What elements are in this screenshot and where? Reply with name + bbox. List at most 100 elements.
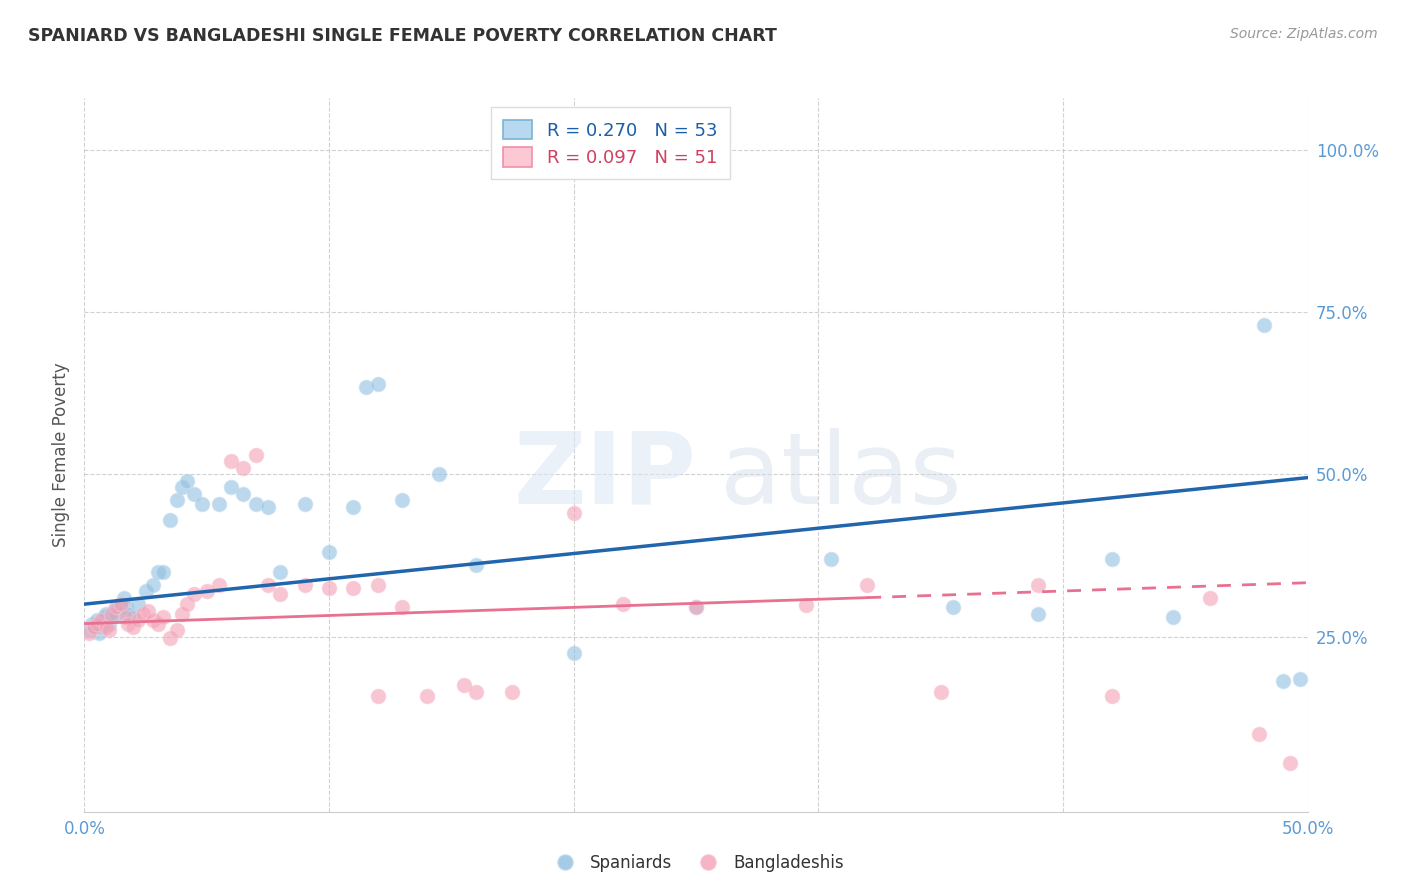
Point	[354, 380, 377, 394]
Point	[159, 513, 181, 527]
Point	[1247, 727, 1270, 741]
Point	[257, 577, 280, 591]
Point	[612, 597, 634, 611]
Point	[318, 581, 340, 595]
Point	[110, 597, 132, 611]
Text: Source: ZipAtlas.com: Source: ZipAtlas.com	[1230, 27, 1378, 41]
Point	[146, 616, 169, 631]
Point	[245, 448, 267, 462]
Point	[112, 591, 135, 605]
Point	[257, 500, 280, 514]
Point	[1028, 577, 1050, 591]
Point	[103, 604, 125, 618]
Point	[87, 626, 110, 640]
Point	[367, 690, 389, 704]
Point	[195, 584, 218, 599]
Point	[219, 454, 242, 468]
Point	[342, 500, 364, 514]
Point	[685, 600, 707, 615]
Point	[1279, 756, 1302, 770]
Point	[427, 467, 450, 482]
Point	[132, 607, 155, 621]
Point	[127, 613, 149, 627]
Point	[105, 607, 128, 621]
Point	[1289, 672, 1312, 686]
Point	[208, 497, 231, 511]
Point	[176, 597, 198, 611]
Point	[135, 584, 157, 599]
Point	[183, 487, 205, 501]
Point	[929, 684, 952, 698]
Point	[117, 607, 139, 621]
Point	[1198, 591, 1220, 605]
Point	[117, 616, 139, 631]
Point	[100, 610, 122, 624]
Point	[1101, 690, 1123, 704]
Point	[464, 684, 486, 698]
Point	[115, 610, 138, 624]
Point	[453, 678, 475, 692]
Point	[294, 497, 316, 511]
Y-axis label: Single Female Poverty: Single Female Poverty	[52, 363, 70, 547]
Point	[83, 620, 105, 634]
Point	[685, 600, 707, 615]
Point	[77, 626, 100, 640]
Point	[820, 551, 842, 566]
Point	[152, 610, 174, 624]
Point	[232, 461, 254, 475]
Point	[122, 620, 145, 634]
Point	[501, 684, 523, 698]
Point	[127, 597, 149, 611]
Point	[269, 565, 291, 579]
Point	[219, 480, 242, 494]
Point	[269, 587, 291, 601]
Point	[856, 577, 879, 591]
Point	[318, 545, 340, 559]
Point	[146, 565, 169, 579]
Point	[1161, 610, 1184, 624]
Point	[107, 600, 129, 615]
Point	[342, 581, 364, 595]
Text: ZIP: ZIP	[513, 428, 696, 524]
Point	[142, 577, 165, 591]
Point	[391, 493, 413, 508]
Text: SPANIARD VS BANGLADESHI SINGLE FEMALE POVERTY CORRELATION CHART: SPANIARD VS BANGLADESHI SINGLE FEMALE PO…	[28, 27, 778, 45]
Point	[562, 646, 585, 660]
Point	[122, 610, 145, 624]
Text: atlas: atlas	[720, 428, 962, 524]
Point	[142, 613, 165, 627]
Point	[1101, 551, 1123, 566]
Point	[172, 607, 194, 621]
Point	[159, 631, 181, 645]
Point	[1272, 673, 1295, 688]
Point	[794, 599, 817, 613]
Point	[83, 620, 105, 634]
Point	[391, 600, 413, 615]
Point	[464, 558, 486, 573]
Point	[90, 613, 112, 627]
Point	[166, 623, 188, 637]
Point	[172, 480, 194, 494]
Point	[105, 600, 128, 615]
Point	[232, 487, 254, 501]
Point	[208, 577, 231, 591]
Point	[80, 616, 103, 631]
Point	[191, 497, 214, 511]
Legend: Spaniards, Bangladeshis: Spaniards, Bangladeshis	[541, 847, 851, 879]
Point	[166, 493, 188, 508]
Point	[245, 497, 267, 511]
Point	[86, 616, 108, 631]
Point	[416, 690, 439, 704]
Point	[97, 623, 120, 637]
Point	[367, 577, 389, 591]
Point	[110, 597, 132, 611]
Point	[97, 616, 120, 631]
Point	[1253, 318, 1275, 333]
Point	[176, 474, 198, 488]
Point	[152, 565, 174, 579]
Point	[562, 506, 585, 520]
Point	[183, 587, 205, 601]
Point	[136, 604, 159, 618]
Point	[942, 600, 965, 615]
Point	[367, 376, 389, 391]
